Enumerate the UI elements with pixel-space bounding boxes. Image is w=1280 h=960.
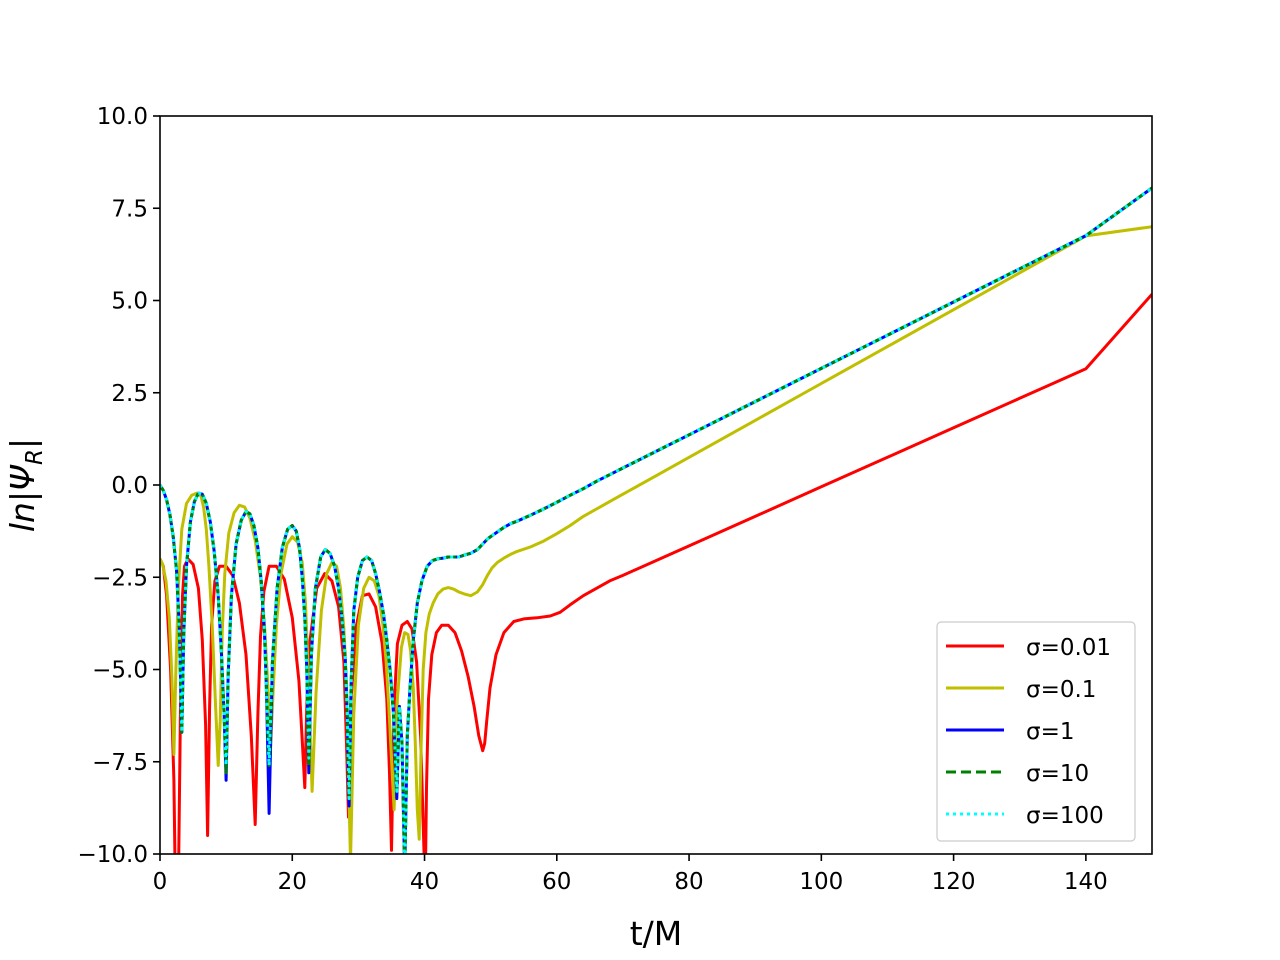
y-axis-label-close: | (3, 438, 42, 449)
series-line-1 (160, 225, 1152, 854)
y-axis-label: ln|ΨR| (3, 438, 48, 532)
legend-label-0: σ=0.01 (1026, 635, 1111, 661)
y-axis-label-subscript: R (22, 449, 48, 465)
legend-frame (936, 621, 1136, 842)
legend-label-3: σ=10 (1026, 761, 1089, 787)
x-tick-label: 120 (932, 869, 976, 895)
y-tick-label: 0.0 (111, 473, 148, 499)
y-tick-label: 10.0 (97, 104, 148, 130)
y-tick-label: −10.0 (78, 842, 148, 868)
x-axis-label: t/M (630, 914, 683, 953)
y-axis-label-main: ln|Ψ (3, 464, 42, 532)
legend-label-2: σ=1 (1026, 719, 1074, 745)
x-tick-label: 60 (542, 869, 571, 895)
x-tick-label: 20 (278, 869, 307, 895)
legend-label-1: σ=0.1 (1026, 677, 1096, 703)
y-tick-label: −2.5 (92, 565, 148, 591)
y-tick-label: 5.0 (111, 289, 148, 315)
legend: σ=0.01 σ=0.1 σ=1 σ=10 σ=100 (936, 621, 1136, 842)
series-layer (160, 186, 1152, 854)
series-line-3 (160, 186, 1152, 854)
x-axis: 0 20 40 60 80 100 120 140 (153, 854, 1108, 895)
x-tick-label: 140 (1064, 869, 1108, 895)
y-tick-label: −7.5 (92, 750, 148, 776)
x-tick-label: 0 (153, 869, 168, 895)
y-axis: −10.0 −7.5 −5.0 −2.5 0.0 2.5 5.0 7.5 10.0 (78, 104, 160, 868)
series-line-0 (160, 293, 1152, 854)
legend-label-4: σ=100 (1026, 803, 1104, 829)
x-tick-label: 100 (799, 869, 843, 895)
y-tick-label: 2.5 (111, 381, 148, 407)
y-tick-label: −5.0 (92, 658, 148, 684)
y-tick-label: 7.5 (111, 196, 148, 222)
x-tick-label: 40 (410, 869, 439, 895)
x-tick-label: 80 (674, 869, 703, 895)
